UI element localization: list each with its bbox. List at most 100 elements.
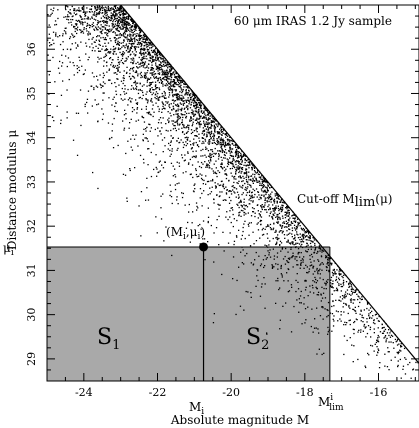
data-point [191,95,193,98]
data-point [191,113,194,115]
data-point [240,159,242,161]
data-point [51,116,54,118]
data-point [103,8,106,11]
data-point [324,297,327,299]
data-point [196,144,199,147]
data-point [210,156,212,158]
data-point [304,236,306,238]
data-point [306,231,308,233]
data-point [282,208,284,210]
data-point [80,10,82,12]
data-point [113,10,115,13]
data-point [146,43,148,45]
data-point [193,184,195,186]
data-point [402,365,405,367]
data-point [192,100,194,102]
data-point [78,7,80,9]
data-point [296,231,298,233]
data-point [117,56,119,58]
data-point [93,18,95,20]
data-point [105,11,107,13]
data-point [200,104,203,106]
data-point [114,50,116,53]
data-point [185,132,188,134]
data-point [249,197,251,200]
data-point [180,81,182,84]
data-point [270,186,273,188]
data-point [167,84,169,86]
data-point [166,102,168,104]
data-point [111,104,113,106]
data-point [137,145,139,147]
data-point [95,9,98,11]
data-point [210,138,212,140]
data-point [170,68,173,70]
data-point [205,117,207,119]
data-point [190,132,193,135]
data-point [146,65,148,67]
data-point [310,261,312,263]
data-point [114,105,116,108]
data-point [188,162,190,164]
data-point [378,320,380,322]
data-point [263,190,265,192]
data-point [194,107,196,109]
data-point [257,191,259,193]
data-point [174,125,176,127]
data-point [151,87,153,89]
data-point [235,148,238,151]
data-point [230,207,232,209]
data-point [184,107,186,109]
data-point [86,22,89,25]
data-point [170,78,172,80]
data-point [103,26,105,28]
data-point [205,136,208,138]
data-point [102,81,105,83]
data-point [206,110,208,112]
data-point [360,309,362,311]
data-point [142,94,144,96]
data-point [142,133,144,135]
data-point [127,51,129,53]
data-point [252,177,254,179]
data-point [160,207,162,209]
data-point [82,18,84,20]
data-point [197,225,199,227]
data-point [225,216,227,218]
data-point [229,144,231,146]
data-point [252,264,254,266]
data-point [94,50,96,52]
data-point [200,123,202,126]
data-point [116,43,119,45]
data-point [91,72,94,74]
data-point [231,207,233,209]
data-point [157,122,160,124]
data-point [220,137,222,139]
data-point [81,7,83,9]
data-point [149,72,151,74]
data-point [181,107,183,109]
data-point [252,188,254,190]
data-point [123,14,125,16]
data-point [196,209,198,211]
data-point [325,288,327,290]
data-point [118,26,120,29]
data-point [332,325,335,327]
data-point [142,61,145,64]
data-point [125,27,127,30]
data-point [107,35,109,37]
data-point [213,261,215,263]
data-point [240,157,243,159]
data-point [174,184,176,186]
data-point [300,227,302,229]
data-point [134,24,137,26]
data-point [135,87,137,89]
data-point [164,73,166,75]
data-point [276,221,278,223]
x-tick-label: -16 [370,386,388,399]
data-point [78,10,81,12]
data-point [95,12,98,14]
data-point [135,134,137,136]
data-point [277,263,279,266]
data-point [298,251,300,254]
